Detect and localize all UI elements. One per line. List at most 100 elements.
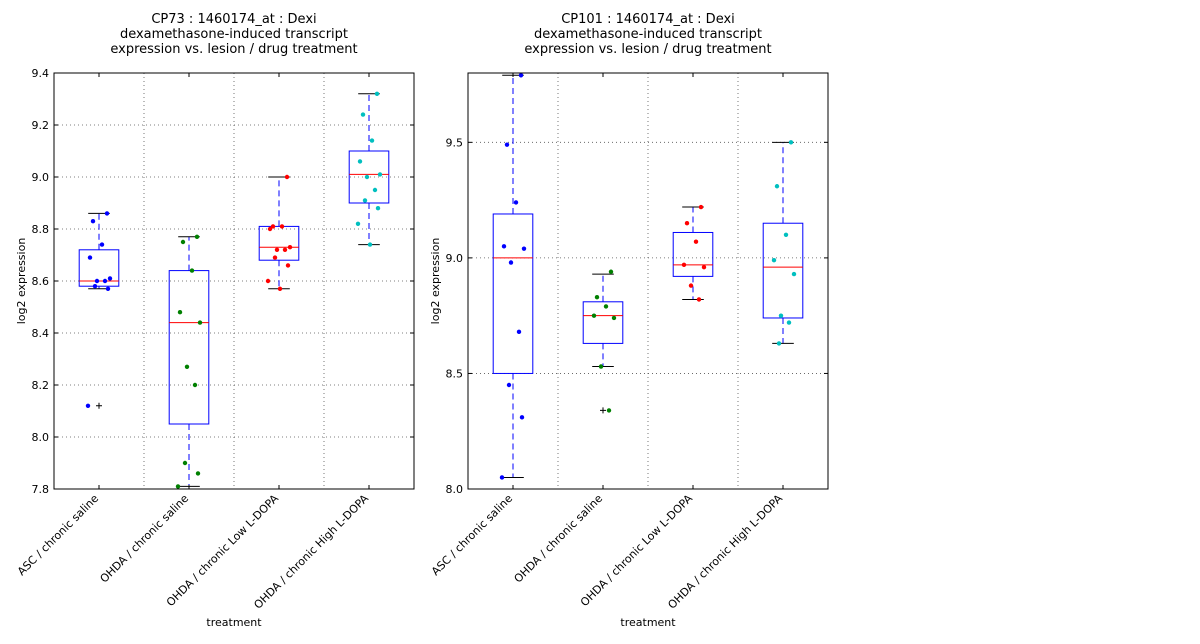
right-chart-panel: CP101 : 1460174_at : Dexidexamethasone-i… [429,12,829,629]
data-point [85,403,91,408]
data-point [611,315,617,321]
data-point [508,260,514,265]
data-point [518,73,524,78]
y-tick-label: 8.0 [32,431,50,444]
data-point [182,460,188,466]
data-point [698,204,704,210]
data-point [788,140,794,145]
box-flier-marker [96,402,102,409]
data-point [279,224,285,229]
y-tick-label: 8.2 [32,379,50,392]
data-point [197,320,203,325]
data-point [360,112,366,117]
data-point [189,268,195,273]
x-axis-label: treatment [620,616,676,629]
data-point [591,313,597,318]
x-tick-label: OHDA / chronic saline [98,492,192,586]
chart-title-line: expression vs. lesion / drug treatment [110,42,357,57]
data-point [598,364,604,369]
y-tick-label: 7.8 [32,483,50,496]
data-point [265,278,271,284]
data-point [192,382,198,388]
data-point [594,294,600,300]
data-point [285,263,291,268]
x-tick-label: ASC / chronic saline [15,492,101,578]
data-point [688,283,694,288]
data-point [287,245,293,250]
box-body [582,301,624,344]
data-point [105,286,111,291]
box-body [78,249,120,287]
x-tick-label: ASC / chronic saline [429,492,515,578]
data-point [270,224,276,229]
data-point [357,159,363,164]
data-point [92,284,98,289]
y-axis-label: log2 expression [15,238,28,325]
data-point [102,278,108,284]
y-tick-label: 8.5 [446,367,464,380]
y-tick-label: 9.0 [446,252,464,265]
data-point [684,221,690,226]
data-point [506,382,512,388]
data-point [364,174,370,180]
y-tick-label: 8.8 [32,223,50,236]
y-tick-label: 8.4 [32,327,50,340]
data-point [606,408,612,413]
data-point [284,174,290,180]
data-point [194,234,200,239]
box-body [672,231,714,277]
data-point [175,484,181,489]
data-point [696,297,702,302]
left-chart-panel: CP73 : 1460174_at : Dexidexamethasone-in… [15,12,415,629]
data-point [99,242,105,247]
x-tick-label: OHDA / chronic saline [512,492,606,586]
box-flier-marker [600,407,606,414]
plot-frame [467,72,829,490]
data-point [272,255,278,260]
data-point [372,187,378,193]
data-point [701,264,707,270]
x-axis-label: treatment [206,616,262,629]
data-point [180,239,186,245]
data-point [184,364,190,369]
data-point [786,320,792,325]
data-point [107,276,113,281]
data-point [499,475,505,480]
data-point [195,471,201,476]
chart-title-line: CP101 : 1460174_at : Dexi [561,12,735,27]
box-body [492,213,534,374]
data-point [274,247,280,252]
data-point [608,269,614,274]
chart-title-line: expression vs. lesion / drug treatment [524,42,771,57]
data-point [771,258,777,263]
data-point [521,246,527,251]
data-point [367,242,373,247]
chart-title-line: dexamethasone-induced transcript [534,27,762,42]
data-point [369,138,375,143]
data-point [778,313,784,318]
data-point [87,255,93,260]
data-point [693,239,699,244]
data-point [277,286,283,291]
data-point [94,278,100,284]
data-point [783,232,789,237]
y-tick-label: 8.0 [446,483,464,496]
box-body [348,150,390,204]
data-point [177,310,183,315]
data-point [774,184,780,189]
box-body [168,270,210,425]
data-point [681,262,687,268]
data-point [516,329,522,335]
data-point [776,341,782,346]
data-point [504,142,510,147]
data-point [90,219,96,224]
box-body [258,225,300,261]
plot-frame [53,72,415,490]
data-point [501,244,507,249]
y-tick-label: 8.6 [32,275,50,288]
data-point [267,226,273,232]
chart-title-line: dexamethasone-induced transcript [120,27,348,42]
y-axis-label: log2 expression [429,238,442,325]
